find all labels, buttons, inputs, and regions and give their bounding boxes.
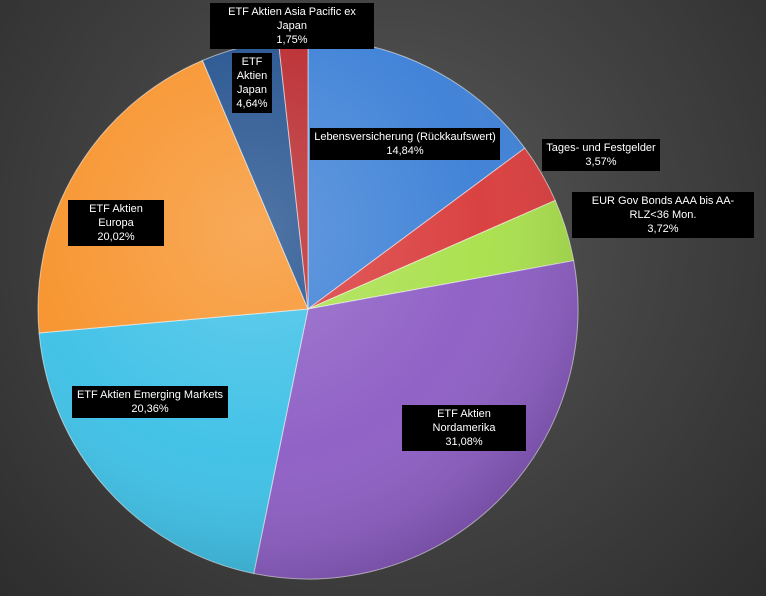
label-asia-pacific-name: ETF Aktien Asia Pacific ex Japan xyxy=(228,6,356,32)
label-nordamerika-pct: 31,08% xyxy=(445,436,483,448)
label-eur-gov-bonds-pct: 3,72% xyxy=(647,223,679,235)
label-asia-pacific-pct: 1,75% xyxy=(276,34,308,46)
label-emerging-markets: ETF Aktien Emerging Markets 20,36% xyxy=(72,386,228,418)
label-lebensversicherung-pct: 14,84% xyxy=(386,145,424,157)
label-eur-gov-bonds: EUR Gov Bonds AAA bis AA- RLZ<36 Mon. 3,… xyxy=(572,192,754,238)
label-tages-festgelder-pct: 3,57% xyxy=(585,156,617,168)
label-eur-gov-bonds-name: EUR Gov Bonds AAA bis AA- RLZ<36 Mon. xyxy=(591,195,735,221)
label-japan: ETF Aktien Japan 4,64% xyxy=(232,53,272,113)
label-europa-pct: 20,02% xyxy=(97,231,135,243)
label-japan-pct: 4,64% xyxy=(236,98,268,110)
label-tages-festgelder: Tages- und Festgelder 3,57% xyxy=(542,139,660,171)
label-japan-name: ETF Aktien Japan xyxy=(236,56,268,96)
label-tages-festgelder-name: Tages- und Festgelder xyxy=(546,142,656,154)
label-lebensversicherung-name: Lebensversicherung (Rückkaufswert) xyxy=(314,131,496,143)
label-europa-name: ETF Aktien Europa xyxy=(89,203,143,229)
label-nordamerika: ETF Aktien Nordamerika 31,08% xyxy=(402,405,526,451)
label-nordamerika-name: ETF Aktien Nordamerika xyxy=(432,408,496,434)
label-europa: ETF Aktien Europa 20,02% xyxy=(68,200,164,246)
label-emerging-markets-name: ETF Aktien Emerging Markets xyxy=(76,389,224,401)
label-lebensversicherung: Lebensversicherung (Rückkaufswert) 14,84… xyxy=(310,128,500,160)
label-asia-pacific: ETF Aktien Asia Pacific ex Japan 1,75% xyxy=(210,3,374,49)
label-emerging-markets-pct: 20,36% xyxy=(131,403,169,415)
